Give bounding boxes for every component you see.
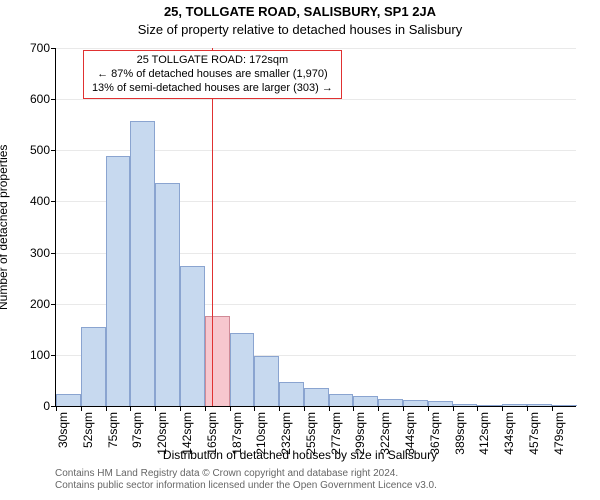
gridline xyxy=(56,48,576,49)
y-tick-mark xyxy=(51,99,56,100)
histogram-bar xyxy=(378,399,403,406)
histogram-bar xyxy=(353,396,378,406)
y-tick-mark xyxy=(51,201,56,202)
x-tick-mark xyxy=(205,406,206,411)
y-tick-label: 700 xyxy=(10,41,50,55)
x-tick-mark xyxy=(453,406,454,411)
x-tick-mark xyxy=(56,406,57,411)
y-tick-label: 600 xyxy=(10,92,50,106)
x-tick-mark xyxy=(353,406,354,411)
annotation-line: ← 87% of detached houses are smaller (1,… xyxy=(92,68,333,82)
x-tick-label: 75sqm xyxy=(106,412,120,448)
x-tick-mark xyxy=(180,406,181,411)
x-tick-mark xyxy=(428,406,429,411)
annotation-line: 25 TOLLGATE ROAD: 172sqm xyxy=(92,54,333,68)
annotation-box: 25 TOLLGATE ROAD: 172sqm← 87% of detache… xyxy=(83,50,342,99)
chart-title: 25, TOLLGATE ROAD, SALISBURY, SP1 2JA xyxy=(0,4,600,19)
y-axis-label: Number of detached properties xyxy=(0,144,10,309)
histogram-bar-highlight xyxy=(205,316,230,406)
x-tick-mark xyxy=(329,406,330,411)
x-tick-mark xyxy=(304,406,305,411)
histogram-bar xyxy=(403,400,428,406)
x-tick-mark xyxy=(403,406,404,411)
histogram-bar xyxy=(106,156,131,406)
x-tick-mark xyxy=(552,406,553,411)
y-tick-label: 100 xyxy=(10,348,50,362)
y-tick-mark xyxy=(51,355,56,356)
x-tick-label: 30sqm xyxy=(56,412,70,448)
credits: Contains HM Land Registry data © Crown c… xyxy=(55,468,437,492)
histogram-bar xyxy=(279,382,304,406)
histogram-bar xyxy=(527,404,552,406)
y-tick-label: 200 xyxy=(10,297,50,311)
y-tick-mark xyxy=(51,253,56,254)
histogram-bar xyxy=(130,121,155,406)
x-tick-label: 97sqm xyxy=(130,412,144,448)
histogram-bar xyxy=(254,356,279,406)
y-tick-mark xyxy=(51,48,56,49)
x-tick-mark xyxy=(106,406,107,411)
credits-line-2: Contains public sector information licen… xyxy=(55,480,437,492)
gridline xyxy=(56,99,576,100)
marker-line xyxy=(212,48,213,406)
y-tick-label: 400 xyxy=(10,194,50,208)
histogram-bar xyxy=(230,333,255,406)
y-tick-mark xyxy=(51,150,56,151)
histogram-bar xyxy=(304,388,329,406)
histogram-bar xyxy=(180,266,205,406)
x-tick-mark xyxy=(502,406,503,411)
histogram-bar xyxy=(81,327,106,406)
x-tick-label: 52sqm xyxy=(81,412,95,448)
plot-area: 010020030040050060070030sqm52sqm75sqm97s… xyxy=(55,48,576,407)
histogram-bar xyxy=(155,183,180,406)
y-tick-label: 300 xyxy=(10,246,50,260)
y-tick-label: 500 xyxy=(10,143,50,157)
histogram-bar xyxy=(453,404,478,406)
x-tick-mark xyxy=(378,406,379,411)
x-tick-mark xyxy=(279,406,280,411)
x-axis-label: Distribution of detached houses by size … xyxy=(0,448,600,462)
histogram-bar xyxy=(329,394,354,406)
y-tick-label: 0 xyxy=(10,399,50,413)
x-tick-mark xyxy=(155,406,156,411)
y-tick-mark xyxy=(51,304,56,305)
x-tick-mark xyxy=(81,406,82,411)
credits-line-1: Contains HM Land Registry data © Crown c… xyxy=(55,468,437,480)
chart-subtitle: Size of property relative to detached ho… xyxy=(0,22,600,37)
histogram-bar xyxy=(477,405,502,406)
x-tick-mark xyxy=(477,406,478,411)
annotation-line: 13% of semi-detached houses are larger (… xyxy=(92,82,333,96)
x-tick-mark xyxy=(254,406,255,411)
x-tick-mark xyxy=(130,406,131,411)
histogram-bar xyxy=(552,405,577,406)
x-tick-mark xyxy=(230,406,231,411)
x-tick-mark xyxy=(527,406,528,411)
histogram-bar xyxy=(502,404,527,406)
chart-container: 25, TOLLGATE ROAD, SALISBURY, SP1 2JA Si… xyxy=(0,0,600,500)
histogram-bar xyxy=(428,401,453,406)
histogram-bar xyxy=(56,394,81,406)
